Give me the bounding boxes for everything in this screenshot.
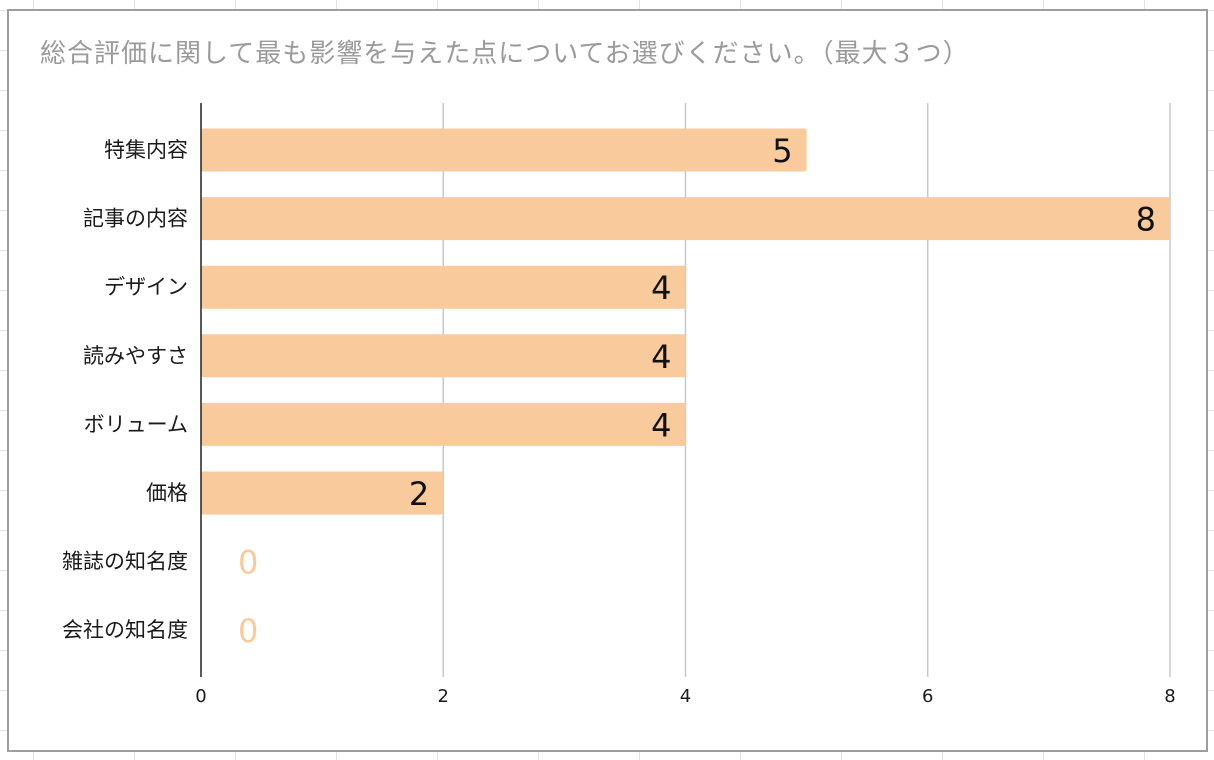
x-tick-label: 0 xyxy=(195,686,206,707)
chart-title: 総合評価に関して最も影響を与えた点についてお選びください。（最大３つ） xyxy=(40,39,970,69)
labels: 0 2 4 6 8 特集内容 5 記事の内容 8 デザイン 4 読みやすさ 4 ボリューム 4 価格 2 雑誌の知… xyxy=(62,132,1176,707)
category-label: 雑誌の知名度 xyxy=(62,550,188,574)
bars xyxy=(201,128,1170,515)
data-label: 4 xyxy=(651,269,671,307)
data-label: 4 xyxy=(651,338,671,376)
data-label: 8 xyxy=(1136,201,1156,239)
gridlines xyxy=(442,103,1171,677)
data-label: 5 xyxy=(772,132,792,170)
category-label: 特集内容 xyxy=(104,138,188,162)
x-tick-label: 6 xyxy=(922,686,933,707)
bar xyxy=(201,128,807,172)
data-label: 2 xyxy=(409,475,429,513)
category-label: ボリューム xyxy=(84,412,188,436)
data-label: 0 xyxy=(238,612,258,650)
x-tick-label: 4 xyxy=(680,686,691,707)
x-tick-label: 8 xyxy=(1164,686,1175,707)
x-tick-label: 2 xyxy=(438,686,449,707)
data-label: 0 xyxy=(238,544,258,582)
category-label: 記事の内容 xyxy=(83,207,188,231)
category-label: デザイン xyxy=(104,275,188,299)
data-label: 4 xyxy=(651,406,671,444)
category-label: 価格 xyxy=(146,481,188,505)
bar xyxy=(201,402,686,446)
bar xyxy=(201,197,1170,241)
bar xyxy=(201,334,686,378)
category-label: 読みやすさ xyxy=(83,344,188,368)
bar xyxy=(201,265,686,309)
bar xyxy=(201,471,444,515)
category-label: 会社の知名度 xyxy=(62,618,188,642)
